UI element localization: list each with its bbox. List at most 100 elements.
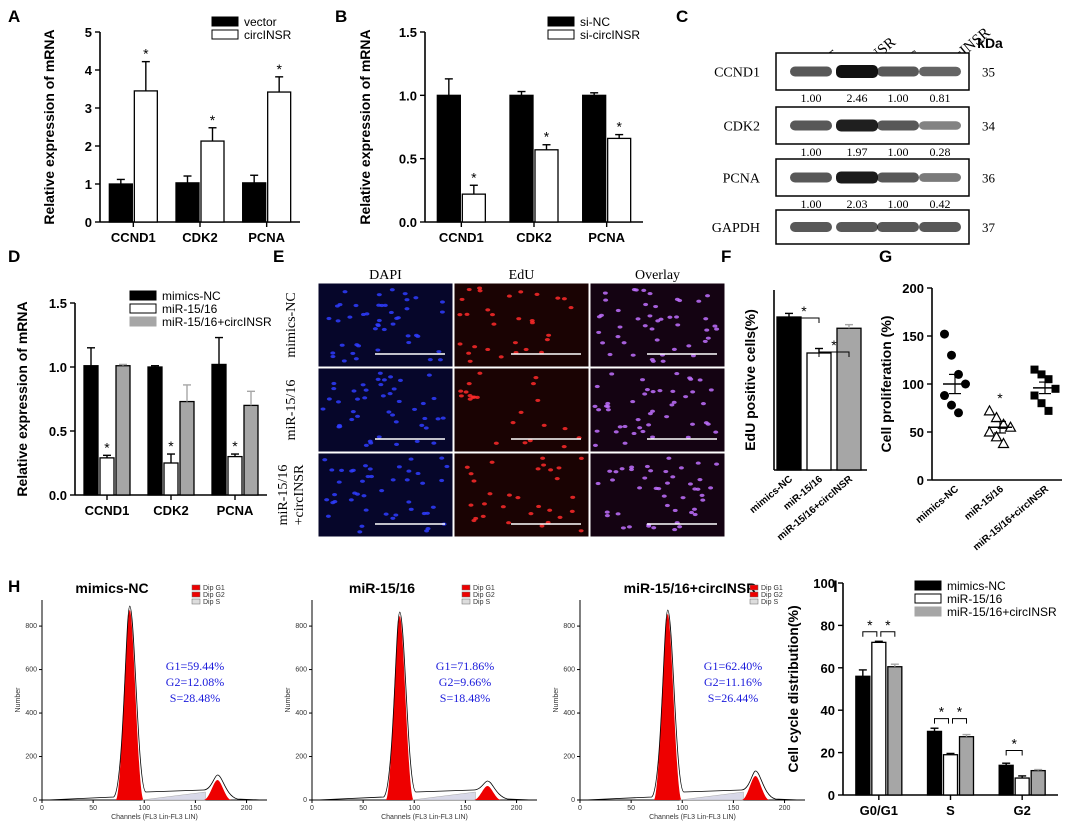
bar-miR-15/16+circINSR-G2 [1030, 769, 1046, 796]
nucleus [595, 481, 601, 486]
nucleus [671, 347, 677, 351]
nucleus [700, 498, 706, 502]
nucleus [406, 500, 412, 504]
legend-swatch-circINSR [211, 29, 239, 40]
nucleus [424, 511, 430, 515]
category-label: PCNA [217, 503, 254, 518]
legend-label-si-NC: si-NC [580, 15, 610, 29]
nucleus [487, 492, 493, 496]
nucleus [404, 307, 410, 311]
panel-letter-b: B [335, 7, 347, 26]
bar-miR-15/16+circINSR-PCNA [243, 404, 259, 496]
nucleus [390, 478, 396, 482]
bar-mimics-NC-G0/G1 [855, 675, 871, 796]
micrograph-1-1 [453, 367, 590, 453]
x-axis-label: Channels (FL3 Lin-FL3 LIN) [381, 814, 468, 821]
x-tick-label: 100 [408, 805, 420, 812]
significance-star: * [471, 169, 477, 185]
bar-circINSR-CDK2 [200, 140, 225, 223]
nucleus [562, 426, 568, 431]
protein-label-CDK2: CDK2 [723, 120, 760, 135]
panel-a-chart: 0 1 2 3 4 5 Relative expression of mRNA * CCND1 *… [41, 15, 300, 245]
nucleus [620, 526, 626, 530]
annotation-s: S=28.48% [170, 691, 220, 705]
category-label: PCNA [248, 230, 285, 245]
nucleus [363, 508, 369, 512]
nucleus [578, 456, 584, 460]
bar-mimics-NC-CCND1 [83, 365, 99, 496]
significance-star: * [168, 438, 174, 454]
bracket-g0g1-b-line [880, 631, 896, 637]
bar-circINSR-CCND1 [133, 90, 158, 223]
legend-swatch-mimics-NC [129, 290, 157, 301]
nucleus [647, 291, 653, 296]
nucleus [629, 465, 635, 469]
x-tick-label: 100 [138, 805, 150, 812]
legend-swatch-miR-15/16 [914, 593, 942, 604]
bar-miR-15/16-CDK2 [163, 462, 179, 496]
nucleus [695, 461, 701, 465]
band-quant-CCND1: 2.46 [847, 91, 868, 105]
nucleus [457, 342, 463, 346]
y-tick-label: 0 [33, 797, 37, 804]
data-point [940, 391, 949, 401]
nucleus [637, 426, 643, 430]
blot-band [836, 65, 878, 78]
nucleus [489, 460, 495, 464]
nucleus [376, 293, 382, 297]
legend-swatch [461, 584, 471, 591]
y-tick-label: 1.0 [49, 360, 67, 375]
nucleus [607, 469, 613, 473]
y-tick-label: 0 [303, 797, 307, 804]
nucleus [375, 323, 381, 327]
nucleus [705, 422, 711, 426]
significance-star: * [210, 112, 216, 128]
nucleus [355, 414, 361, 418]
nucleus [391, 387, 397, 391]
significance-star: * [232, 438, 238, 454]
data-point [990, 430, 1003, 442]
nucleus [541, 423, 547, 427]
nucleus [687, 482, 693, 486]
nucleus [329, 468, 335, 472]
nucleus [512, 341, 518, 345]
kda-value-GAPDH: 37 [982, 220, 996, 235]
panel-letter-a: A [8, 7, 20, 26]
nucleus [324, 498, 330, 502]
y-tick-label: 100 [902, 377, 924, 392]
data-point [1037, 399, 1046, 408]
significance-star: * [276, 61, 282, 77]
micrograph-1-2 [453, 452, 590, 538]
category-label: mimics-NC [914, 484, 961, 526]
nucleus [390, 413, 396, 417]
bar-mimics-NC [776, 316, 802, 471]
nucleus [412, 407, 418, 412]
nucleus [650, 435, 656, 439]
nucleus [617, 425, 623, 429]
data-point [1037, 370, 1046, 379]
bar-miR-15/16-CCND1 [99, 457, 115, 496]
nucleus [375, 377, 381, 381]
nucleus [686, 344, 692, 348]
nucleus [425, 526, 431, 531]
nucleus [347, 315, 353, 319]
band-quant-CDK2: 1.00 [801, 145, 822, 159]
nucleus [660, 359, 666, 363]
legend-label-mimics-NC: mimics-NC [162, 289, 221, 303]
data-point [997, 437, 1010, 449]
x-tick-label: 200 [241, 805, 253, 812]
nucleus [375, 348, 381, 352]
nucleus [644, 464, 650, 469]
nucleus [596, 408, 602, 412]
nucleus [666, 456, 672, 460]
nucleus [439, 310, 445, 314]
nucleus [561, 297, 567, 301]
nucleus [653, 304, 659, 309]
nucleus [402, 292, 408, 296]
nucleus [369, 474, 375, 479]
nucleus [458, 389, 464, 393]
nucleus [651, 526, 657, 530]
nucleus [653, 486, 659, 490]
bar-miR-15/16 [806, 352, 832, 471]
nucleus [485, 308, 491, 312]
